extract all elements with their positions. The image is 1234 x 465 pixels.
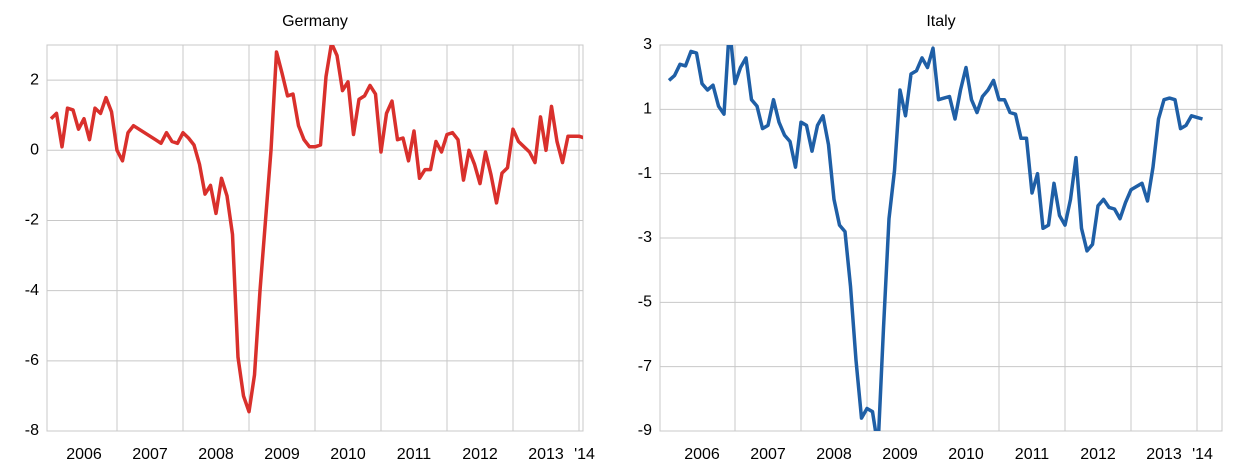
x-tick-label: 2011	[397, 446, 432, 463]
x-tick-label: 2010	[948, 446, 984, 463]
x-tick-label: 2006	[684, 446, 720, 463]
data-line	[667, 45, 1203, 431]
x-tick-label: 2006	[66, 446, 102, 463]
y-tick-label: -7	[638, 358, 652, 375]
x-tick-label: 2013	[528, 446, 564, 463]
y-tick-label: -6	[25, 352, 39, 369]
x-tick-label: 2012	[462, 446, 498, 463]
x-tick-label: 2007	[132, 446, 168, 463]
x-tick-label: 2010	[330, 446, 366, 463]
plot-frame	[659, 44, 1223, 432]
x-tick-label: '14	[1192, 446, 1213, 463]
x-tick-label: 2009	[264, 446, 300, 463]
y-tick-label: -8	[25, 422, 39, 439]
x-tick-label: 2013	[1146, 446, 1182, 463]
chart-title: Italy	[926, 13, 955, 30]
chart-title: Germany	[282, 13, 348, 30]
x-tick-label: 2011	[1015, 446, 1050, 463]
y-tick-label: -1	[638, 165, 652, 182]
panel: Italy -9 -7 -5 -3 -1 1 3 2006 2007 2008 2009 2010 201…	[638, 13, 1223, 463]
data-line	[49, 45, 583, 414]
panel: Germany -8 -6 -4 -2 0 2 2006 2007 2008 2009 2010 201…	[25, 13, 595, 463]
y-tick-label: -3	[638, 229, 652, 246]
x-tick-label: 2007	[750, 446, 786, 463]
x-tick-label: 2012	[1080, 446, 1116, 463]
y-tick-label: 1	[643, 101, 652, 118]
y-tick-label: 3	[643, 36, 652, 53]
y-tick-label: 2	[30, 71, 39, 88]
plot-frame	[46, 44, 584, 432]
y-tick-label: -9	[638, 422, 652, 439]
x-tick-label: 2008	[198, 446, 234, 463]
y-tick-label: -2	[25, 212, 39, 229]
y-tick-label: -4	[25, 282, 39, 299]
x-tick-label: '14	[574, 446, 595, 463]
x-tick-label: 2008	[816, 446, 852, 463]
y-tick-label: -5	[638, 294, 652, 311]
x-tick-label: 2009	[882, 446, 918, 463]
y-tick-label: 0	[30, 141, 39, 158]
